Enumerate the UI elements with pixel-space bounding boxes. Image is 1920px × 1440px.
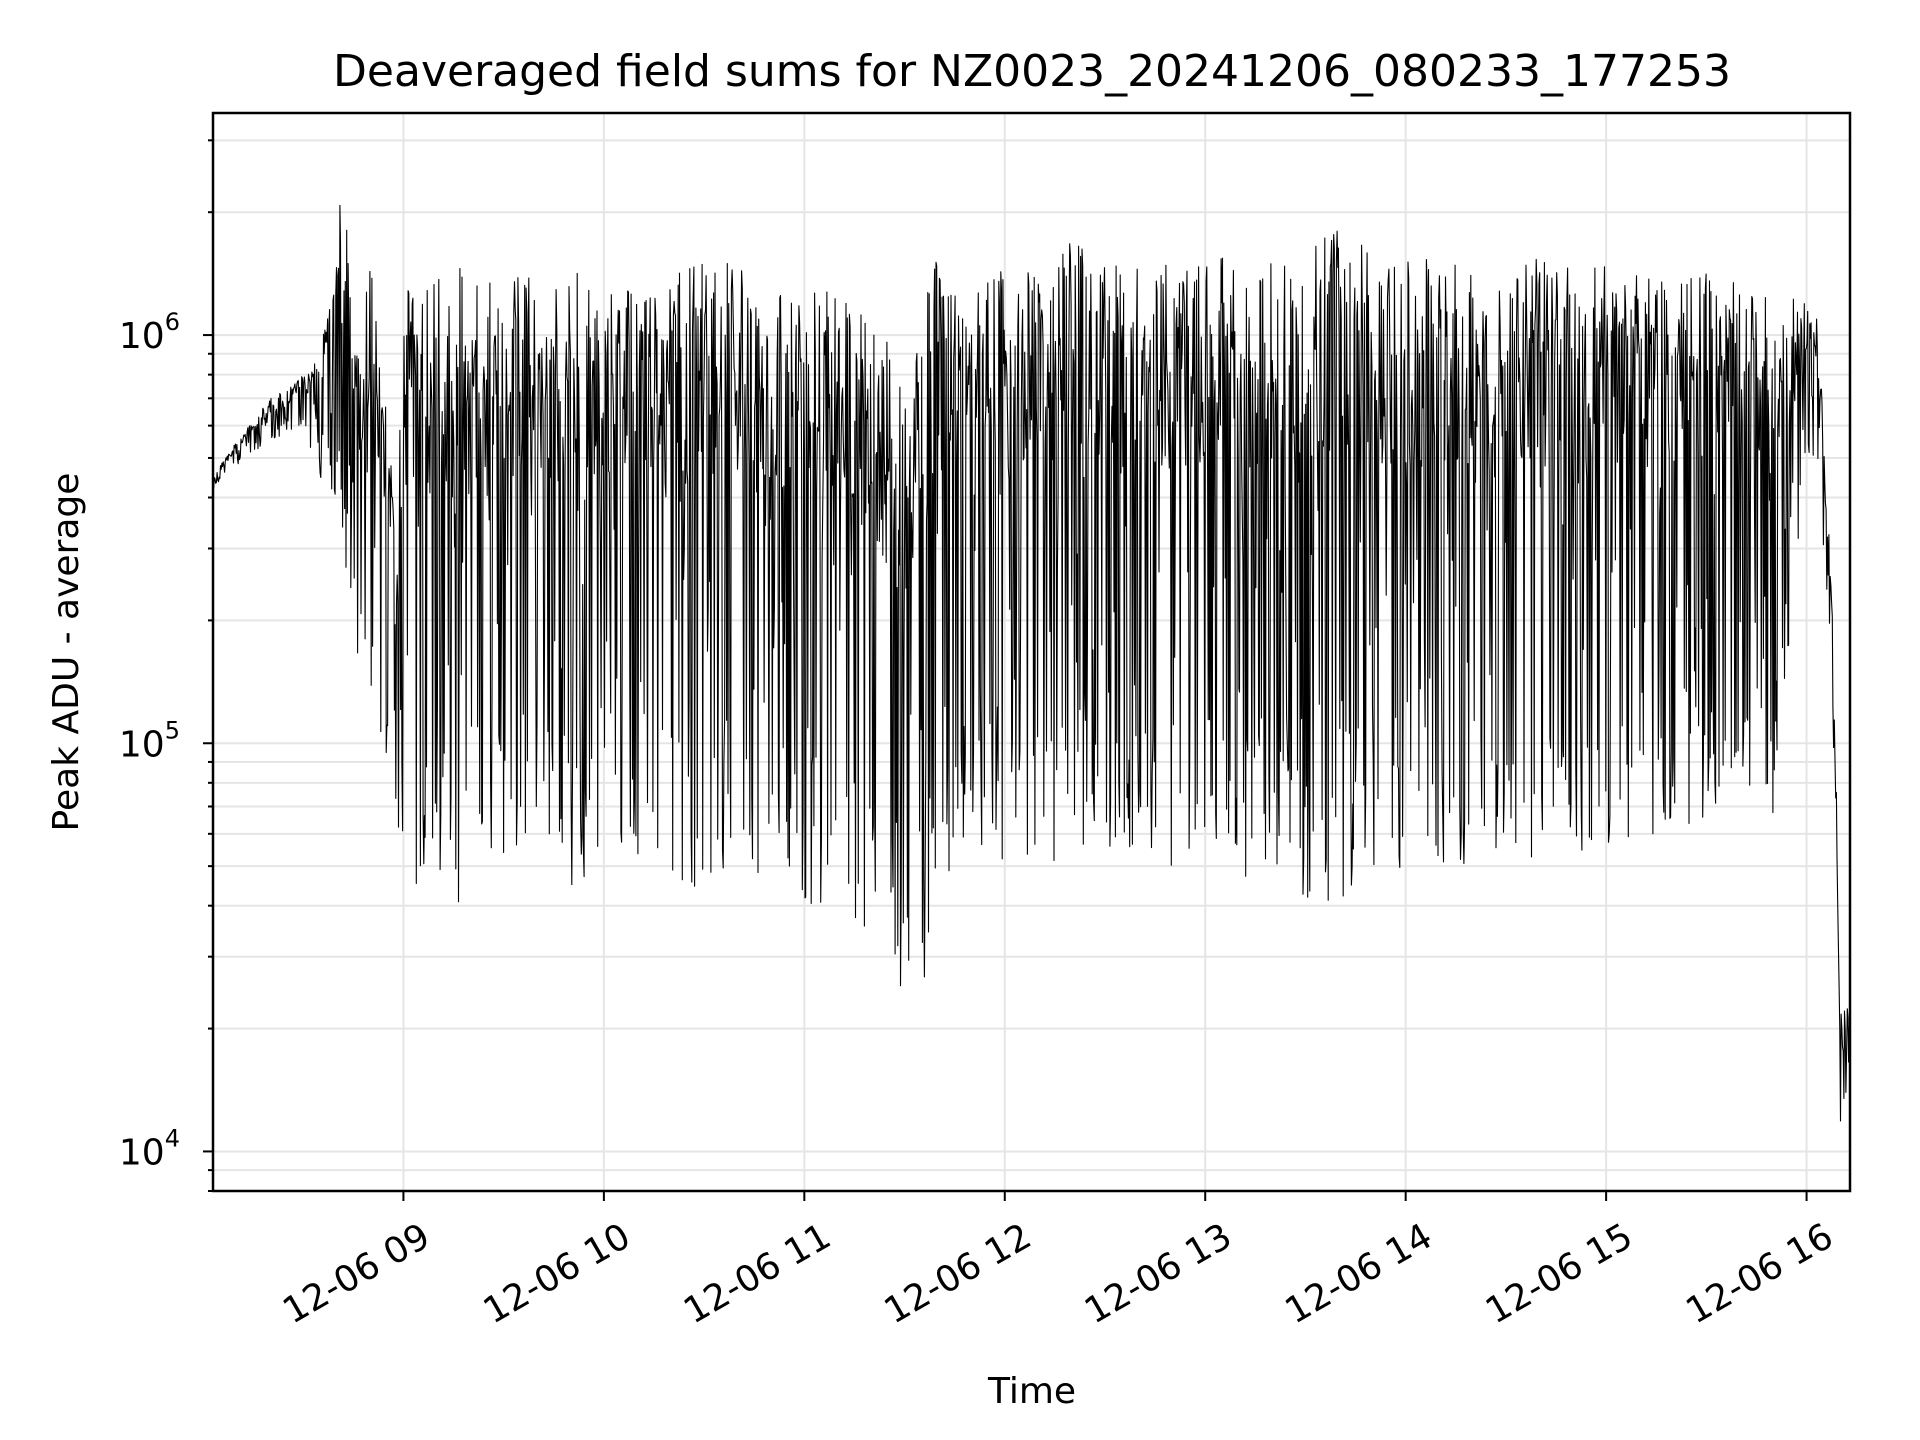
data-series-line — [212, 204, 1851, 1122]
x-tick-label: 12-06 13 — [1078, 1216, 1239, 1332]
chart-title: Deaveraged field sums for NZ0023_2024120… — [333, 46, 1731, 97]
x-tick-label: 12-06 16 — [1679, 1216, 1840, 1332]
y-tick-label: 104 — [119, 1124, 180, 1173]
y-tick-exponent: 4 — [165, 1124, 180, 1152]
y-tick-base: 10 — [119, 316, 165, 357]
x-tick-label: 12-06 14 — [1278, 1216, 1439, 1332]
plot-frame — [211, 111, 1852, 1193]
y-tick-base: 10 — [119, 724, 165, 765]
x-axis: 12-06 09 12-06 10 12-06 11 12-06 12 12-06 13… — [276, 1191, 1840, 1332]
x-tick-label: 12-06 15 — [1479, 1216, 1640, 1332]
y-tick-base: 10 — [119, 1132, 165, 1173]
x-tick-label: 12-06 09 — [276, 1216, 437, 1332]
x-tick-label: 12-06 10 — [477, 1216, 638, 1332]
series-area — [212, 204, 1851, 1122]
y-tick-label: 106 — [119, 308, 180, 357]
x-axis-label: Time — [987, 1371, 1076, 1412]
y-tick-exponent: 6 — [165, 308, 180, 336]
x-tick-label: 12-06 12 — [878, 1216, 1039, 1332]
y-axis-label: Peak ADU - average — [46, 473, 87, 832]
x-tick-label: 12-06 11 — [677, 1216, 838, 1332]
y-tick-label: 105 — [119, 716, 180, 765]
y-tick-exponent: 5 — [165, 716, 180, 744]
